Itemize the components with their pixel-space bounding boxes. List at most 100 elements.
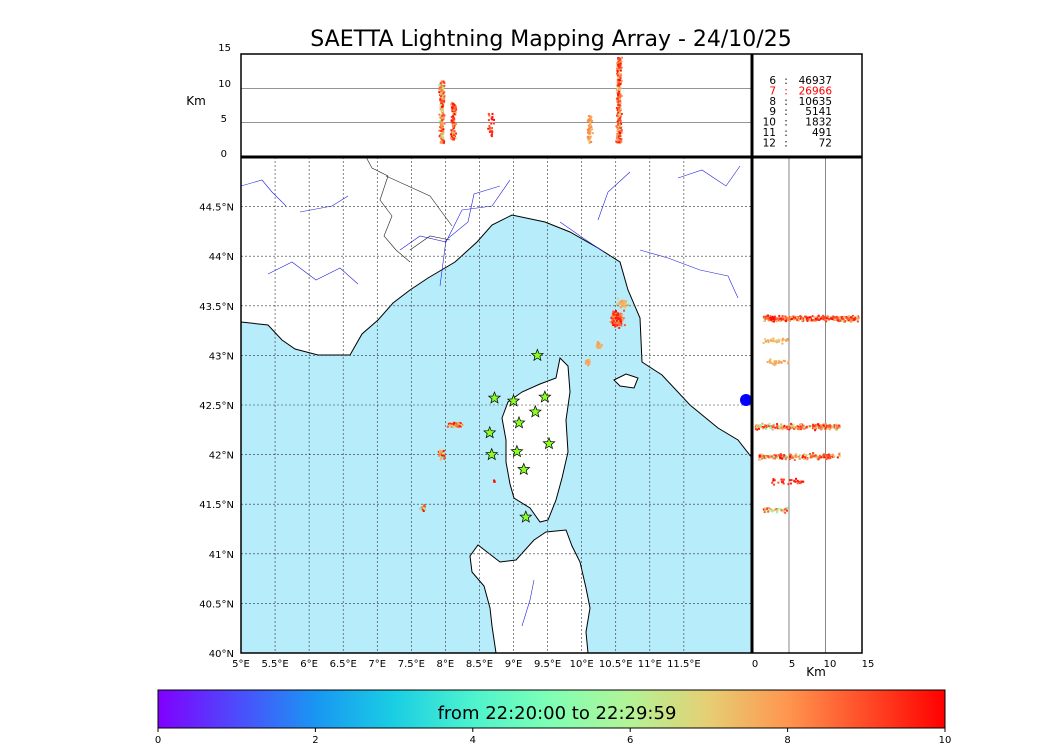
altitude-latitude-point — [772, 457, 775, 460]
altitude-latitude-point — [783, 426, 786, 429]
altitude-latitude-point — [826, 425, 829, 428]
altitude-longitude-point — [615, 137, 618, 140]
altitude-latitude-point — [850, 316, 853, 319]
altitude-latitude-point — [780, 478, 783, 481]
station-count-value: 46937 — [799, 75, 832, 87]
lightning-source-point — [598, 343, 601, 346]
lma-station-star — [538, 390, 552, 403]
altitude-longitude-point — [452, 125, 455, 128]
altitude-longitude-point — [453, 134, 456, 137]
altitude-tick: 10 — [824, 659, 837, 670]
altitude-longitude-point — [587, 115, 590, 118]
altitude-latitude-point — [784, 315, 787, 318]
altitude-longitude-point — [453, 104, 456, 107]
lightning-source-point — [600, 344, 603, 347]
lightning-source-point — [458, 425, 461, 428]
altitude-longitude-point — [588, 130, 591, 133]
lightning-source-point — [588, 360, 591, 363]
altitude-latitude-point — [800, 428, 803, 431]
altitude-tick: 5 — [221, 114, 227, 125]
lightning-source-point — [616, 321, 619, 324]
altitude-latitude-point — [765, 315, 768, 318]
lightning-source-point — [441, 454, 444, 457]
altitude-latitude-point — [785, 426, 788, 429]
altitude-longitude-point — [616, 115, 619, 118]
altitude-axis-label: Km — [186, 94, 206, 108]
altitude-longitude-point — [616, 71, 619, 74]
lightning-map-points — [419, 297, 630, 513]
altitude-longitude-point — [441, 141, 444, 144]
longitude-tick-label: 8°E — [437, 659, 455, 670]
altitude-longitude-point — [442, 128, 445, 131]
altitude-latitude-point — [826, 427, 829, 430]
altitude-latitude-point — [789, 319, 792, 322]
altitude-longitude-point — [451, 110, 454, 113]
altitude-latitude-point — [830, 426, 833, 429]
altitude-latitude-point — [817, 314, 820, 317]
altitude-longitude-point — [440, 134, 443, 137]
altitude-latitude-point — [787, 360, 790, 363]
altitude-longitude-point — [443, 81, 446, 84]
altitude-latitude-point — [773, 315, 776, 318]
altitude-longitude-point — [590, 140, 593, 143]
altitude-latitude-point — [768, 360, 771, 363]
lightning-source-point — [619, 320, 622, 323]
altitude-longitude-point — [589, 136, 592, 139]
lma-station-star — [483, 425, 497, 439]
altitude-longitude-point — [438, 91, 441, 94]
lightning-source-point — [619, 315, 622, 318]
altitude-latitude-point — [802, 480, 805, 483]
altitude-latitude-point — [802, 317, 805, 320]
altitude-longitude-point — [439, 93, 442, 96]
altitude-latitude-point — [781, 428, 784, 431]
longitude-tick-label: 6°E — [300, 659, 318, 670]
altitude-latitude-point — [805, 316, 808, 319]
altitude-latitude-point — [763, 511, 766, 514]
altitude-latitude-point — [780, 318, 783, 321]
altitude-longitude-point — [438, 126, 441, 129]
altitude-tick: 10 — [218, 79, 231, 90]
altitude-latitude-point — [763, 316, 766, 319]
altitude-latitude-point — [801, 454, 804, 457]
altitude-latitude-point — [833, 424, 836, 427]
altitude-latitude-point — [790, 422, 793, 425]
altitude-latitude-point — [769, 316, 772, 319]
altitude-longitude-point — [439, 116, 442, 119]
altitude-latitude-point — [822, 316, 825, 319]
altitude-longitude-point — [591, 128, 594, 131]
altitude-latitude-point — [843, 315, 846, 318]
altitude-latitude-point — [800, 481, 803, 484]
altitude-latitude-point — [810, 317, 813, 320]
altitude-latitude-point — [770, 361, 773, 364]
altitude-longitude-point — [618, 141, 621, 144]
altitude-latitude-point — [788, 479, 791, 482]
altitude-longitude-point — [442, 131, 445, 134]
altitude-latitude-point — [775, 360, 778, 363]
altitude-latitude-point — [832, 455, 835, 458]
altitude-longitude-point — [452, 129, 455, 132]
altitude-latitude-point — [770, 318, 773, 321]
altitude-longitude-point — [619, 102, 622, 105]
altitude-latitude-point — [772, 478, 775, 481]
station-count-panel: 6:469377:269668:106359:514110:183211:491… — [752, 54, 862, 157]
altitude-longitude-point — [618, 107, 621, 110]
altitude-latitude-point — [777, 316, 780, 319]
lightning-source-point — [613, 318, 616, 321]
altitude-latitude-point — [769, 427, 772, 430]
altitude-latitude-point — [803, 455, 806, 458]
lightning-source-point — [588, 363, 591, 366]
altitude-longitude-point — [588, 132, 591, 135]
altitude-longitude-point — [616, 84, 619, 87]
altitude-latitude-point — [811, 427, 814, 430]
altitude-longitude-point — [618, 125, 621, 128]
altitude-longitude-point — [619, 83, 622, 86]
altitude-latitude-point — [769, 339, 772, 342]
altitude-latitude-point — [800, 480, 803, 483]
altitude-longitude-point — [617, 129, 620, 132]
altitude-longitude-point — [451, 101, 454, 104]
altitude-longitude-point — [443, 84, 446, 87]
altitude-longitude-point — [450, 129, 453, 132]
latitude-tick-label: 41.5°N — [199, 500, 234, 511]
altitude-longitude-point — [450, 103, 453, 106]
altitude-latitude-point — [833, 426, 836, 429]
